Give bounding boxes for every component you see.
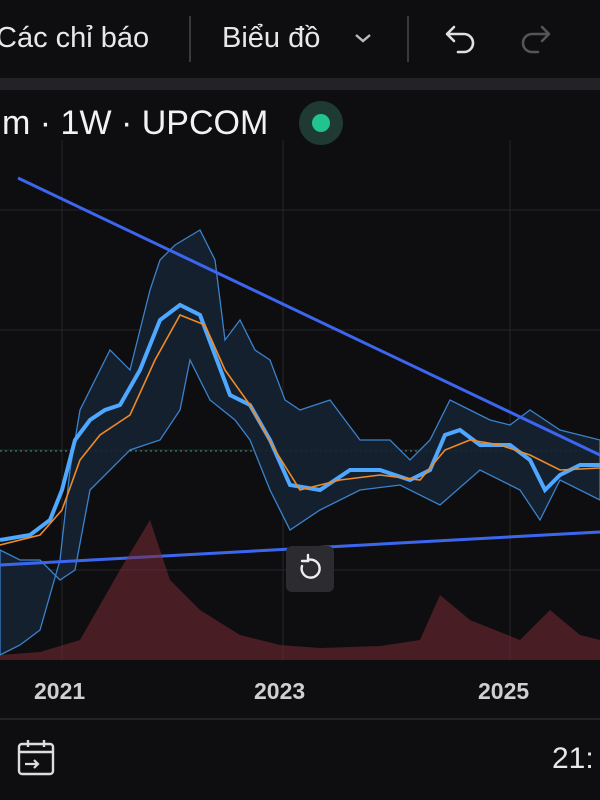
x-tick-label: 2021 <box>34 678 86 704</box>
trend-line[interactable] <box>17 176 600 457</box>
chevron-icon <box>355 34 371 43</box>
toolbar-divider <box>0 78 600 90</box>
separator <box>407 16 409 62</box>
separator <box>189 16 191 62</box>
date-range-button[interactable] <box>16 738 58 780</box>
clock: 21: <box>552 742 594 775</box>
axis-divider <box>0 718 600 720</box>
undo-button[interactable] <box>438 22 478 56</box>
x-tick-label: 2025 <box>478 678 530 704</box>
redo-button[interactable] <box>518 22 558 56</box>
indicators-button[interactable]: Các chỉ báo <box>0 22 150 54</box>
moving-average-slow <box>0 313 600 546</box>
reset-button[interactable] <box>286 546 334 592</box>
market-status <box>299 101 343 145</box>
reset-icon <box>300 553 321 579</box>
x-tick-label: 2023 <box>254 678 306 704</box>
symbol-label: m · 1W · UPCOM <box>2 104 269 142</box>
volume-area <box>0 520 600 660</box>
chart-type-button[interactable]: Biểu đồ <box>222 22 321 54</box>
price-chart <box>0 140 600 660</box>
